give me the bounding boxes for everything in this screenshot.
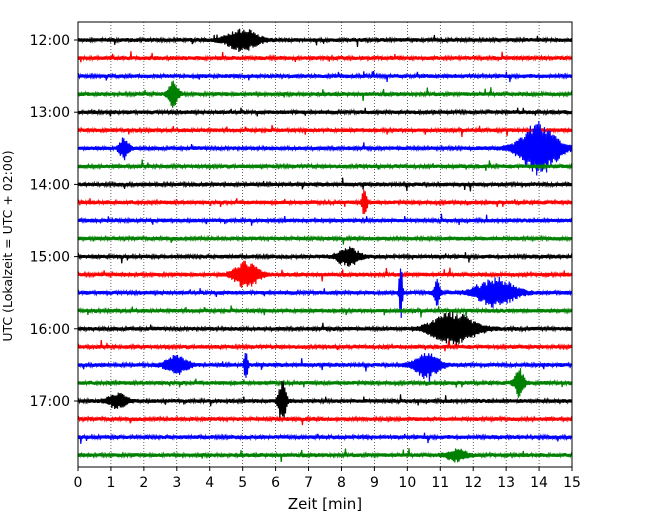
x-tick-label: 4 — [205, 475, 214, 491]
y-tick-label: 14:00 — [30, 177, 70, 193]
x-tick-label: 13 — [497, 475, 515, 491]
y-tick-label: 17:00 — [30, 394, 70, 410]
y-axis-label: UTC (Lokalzeit = UTC + 02:00) — [0, 150, 15, 341]
trace-line — [77, 124, 573, 138]
trace-line — [77, 432, 573, 444]
trace-line — [77, 380, 573, 419]
y-tick-label: 13:00 — [30, 105, 70, 121]
x-axis-label: Zeit [min] — [288, 495, 362, 513]
trace-line — [77, 213, 573, 226]
trace-line — [77, 189, 573, 215]
trace-line — [77, 107, 573, 117]
y-axis-ticks: 12:00 13:00 14:00 15:00 16:00 17:00 — [30, 33, 78, 410]
trace-line — [77, 340, 573, 352]
x-tick-label: 12 — [464, 475, 482, 491]
x-tick-label: 9 — [370, 475, 379, 491]
trace-line — [77, 448, 573, 463]
x-tick-label: 7 — [304, 475, 313, 491]
x-tick-label: 14 — [530, 475, 548, 491]
x-tick-label: 8 — [337, 475, 346, 491]
trace-line — [77, 234, 573, 245]
x-tick-label: 2 — [139, 475, 148, 491]
x-tick-label: 15 — [563, 475, 581, 491]
x-axis-ticks: 0 1 2 3 4 5 6 7 8 9 10 11 12 13 14 15 — [74, 467, 581, 491]
trace-line — [77, 353, 573, 383]
trace-line — [77, 28, 573, 53]
x-tick-label: 3 — [172, 475, 181, 491]
trace-line — [77, 159, 573, 171]
x-tick-label: 0 — [74, 475, 83, 491]
x-tick-label: 10 — [398, 475, 416, 491]
trace-line — [77, 246, 573, 267]
trace-lines — [77, 28, 573, 463]
trace-line — [77, 80, 573, 108]
trace-line — [77, 177, 573, 192]
x-tick-label: 1 — [106, 475, 115, 491]
trace-line — [77, 260, 573, 288]
trace-line — [77, 120, 573, 176]
trace-line — [77, 268, 573, 318]
y-tick-label: 12:00 — [30, 33, 70, 49]
y-tick-label: 15:00 — [30, 250, 70, 266]
trace-line — [77, 415, 573, 426]
y-tick-label: 16:00 — [30, 322, 70, 338]
vertical-grid-lines — [110, 22, 540, 467]
trace-line — [77, 311, 573, 347]
trace-line — [77, 368, 573, 398]
trace-line — [77, 71, 573, 83]
trace-line — [77, 51, 573, 63]
x-tick-label: 6 — [271, 475, 280, 491]
plot-frame — [77, 21, 573, 468]
trace-line — [77, 305, 573, 318]
x-tick-label: 5 — [238, 475, 247, 491]
x-tick-label: 11 — [431, 475, 449, 491]
